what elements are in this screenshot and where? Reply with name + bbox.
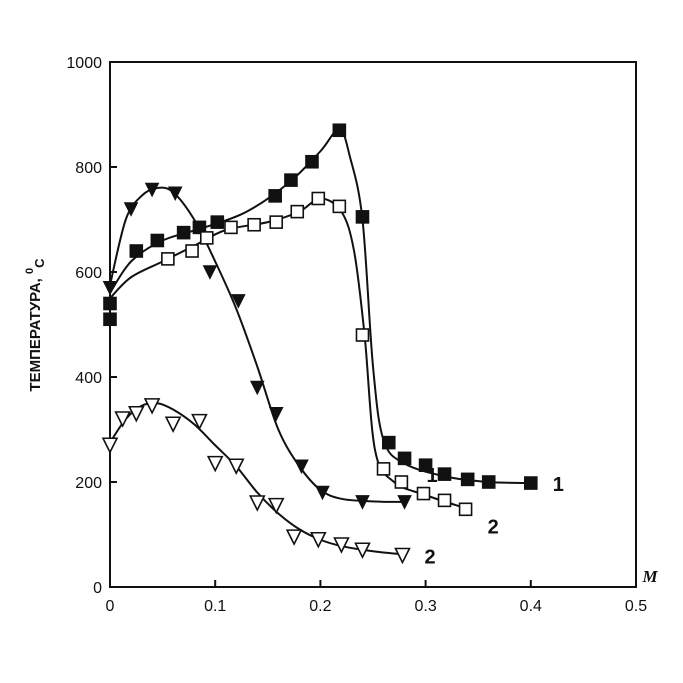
- series-4-point: [285, 529, 303, 546]
- series-2-point: [332, 199, 347, 214]
- y-axis-label-sub: C: [32, 258, 47, 268]
- series-4-point: [191, 413, 208, 431]
- series-1-point: [284, 173, 298, 187]
- series-4-point: [248, 495, 266, 512]
- series-4-point: [267, 497, 285, 515]
- series-3-line: [109, 186, 405, 503]
- series-1-point: [437, 467, 452, 481]
- series-markers: [101, 123, 538, 565]
- series-3-point: [102, 280, 118, 296]
- axis-ticks: 0 0.1 0.2 0.3 0.4 0.5 0 200 400 600 800 1000: [66, 55, 647, 615]
- series-2-point: [269, 215, 284, 229]
- series-4-label: 2: [424, 547, 435, 569]
- x-tick-label: 0: [106, 598, 115, 615]
- y-axis-label-sup: 0: [24, 268, 36, 274]
- series-2-point: [458, 502, 473, 517]
- series-3-point: [294, 459, 309, 475]
- x-tick-label: 0.4: [520, 598, 542, 615]
- y-axis-label-text: ТЕМПЕРАТУРА,: [27, 274, 44, 392]
- series-3-point: [249, 380, 265, 396]
- series-4-point: [394, 547, 411, 565]
- series-1-point: [150, 233, 165, 248]
- series-4-point: [227, 458, 245, 476]
- series-2-label: 2: [488, 516, 499, 538]
- series-3-point: [268, 406, 284, 422]
- series-1-point: [103, 312, 117, 327]
- series-4-point: [310, 531, 327, 549]
- series-1-point: [397, 451, 412, 466]
- series-4-point: [206, 455, 224, 473]
- series-1-point: [103, 296, 117, 311]
- series-1-point: [192, 220, 207, 235]
- y-tick-label: 1000: [66, 55, 102, 72]
- series-3-point: [355, 495, 370, 510]
- series-1-point: [481, 475, 496, 489]
- series-2-point: [161, 252, 175, 266]
- series-2-point: [199, 231, 214, 245]
- series-3-point: [315, 485, 330, 501]
- series-4-point: [164, 416, 182, 434]
- series-4-point: [143, 398, 161, 415]
- series-1-point: [176, 225, 191, 240]
- series-3-point: [144, 182, 160, 198]
- series-2-point: [376, 462, 391, 476]
- x-axis-label: M: [641, 567, 658, 586]
- y-tick-label: 200: [75, 475, 102, 492]
- series-1-point: [418, 458, 433, 473]
- series-1-point: [129, 244, 144, 258]
- series-1-point: [305, 154, 319, 169]
- series-labels: 1 2 1 2: [424, 465, 563, 569]
- series-3-label: 1: [427, 465, 438, 487]
- x-tick-label: 0.5: [625, 598, 647, 615]
- series-1-point: [523, 476, 538, 490]
- series-4-point: [101, 437, 119, 455]
- series-2-point: [290, 204, 305, 219]
- series-2-point: [355, 328, 370, 342]
- series-4-point: [114, 411, 131, 428]
- y-tick-label: 0: [93, 580, 102, 597]
- series-1-point: [210, 215, 225, 229]
- series-2-point: [224, 220, 238, 235]
- series-3-point: [397, 495, 412, 510]
- series-4-line: [109, 402, 405, 556]
- series-2-point: [416, 486, 431, 501]
- series-3-point: [167, 186, 183, 202]
- series-4-point: [128, 405, 145, 423]
- series-2-point: [185, 244, 199, 258]
- series-1-point: [355, 210, 370, 224]
- series-1-point: [460, 472, 475, 487]
- series-1-point: [381, 435, 396, 450]
- x-tick-label: 0.3: [414, 598, 436, 615]
- series-3-point: [123, 202, 139, 217]
- series-4-point: [333, 537, 350, 554]
- x-tick-label: 0.2: [309, 598, 331, 615]
- series-3-point: [231, 294, 246, 309]
- series-4-point: [354, 542, 371, 560]
- y-tick-label: 600: [75, 265, 102, 282]
- y-tick-label: 800: [75, 160, 102, 177]
- series-1-point: [332, 123, 347, 138]
- series-1-label: 1: [553, 474, 564, 496]
- series-2-point: [437, 493, 452, 508]
- y-axis-label: ТЕМПЕРАТУРА, 0C: [24, 258, 47, 392]
- x-tick-label: 0.1: [204, 598, 226, 615]
- series-2-point: [394, 475, 409, 489]
- series-2-point: [247, 217, 261, 232]
- series-1-point: [268, 189, 282, 203]
- series-3-point: [202, 265, 218, 280]
- y-tick-label: 400: [75, 370, 102, 387]
- plot-frame: [109, 61, 637, 588]
- series-2-point: [311, 191, 326, 206]
